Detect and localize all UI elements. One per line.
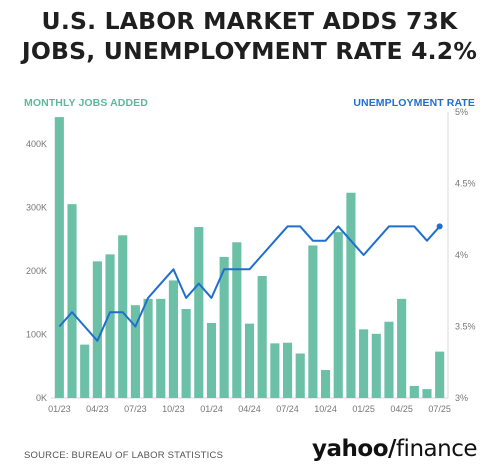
bar-09-24 xyxy=(308,245,318,398)
x-tick-label: 01/23 xyxy=(48,404,71,414)
unemployment-line xyxy=(58,225,441,342)
bar-06-25 xyxy=(422,389,432,398)
bar-10-24 xyxy=(321,370,331,398)
bar-01-25 xyxy=(359,329,369,398)
left-tick-label: 400K xyxy=(26,139,47,149)
x-tick-label: 10/23 xyxy=(162,404,185,414)
bar-01-23 xyxy=(54,117,64,398)
x-tick-label: 04/24 xyxy=(238,404,261,414)
unemployment-last-point xyxy=(436,223,443,230)
bar-04-25 xyxy=(397,298,407,398)
bar-04-24 xyxy=(244,323,255,398)
left-tick-label: 100K xyxy=(26,329,47,339)
bar-05-23 xyxy=(105,254,115,398)
right-tick-label: 5% xyxy=(455,107,468,117)
left-tick-label: 0K xyxy=(36,393,47,403)
bar-07-23 xyxy=(130,305,140,398)
brand-word: yahoo xyxy=(312,436,389,462)
bar-06-24 xyxy=(270,343,280,398)
tick-labels: 0K 100K 200K 300K 400K 3% 3.5% 4% 4.5% 5% 01/23 04/… xyxy=(26,107,476,414)
bar-11-23 xyxy=(181,309,191,398)
bar-05-25 xyxy=(409,385,419,398)
bar-09-23 xyxy=(156,298,166,398)
bar-01-24 xyxy=(206,323,217,398)
bar-12-23 xyxy=(194,227,204,398)
x-tick-label: 07/23 xyxy=(124,404,147,414)
x-tick-label: 01/25 xyxy=(352,404,375,414)
bar-02-23 xyxy=(67,204,77,398)
bar-07-24 xyxy=(282,342,293,398)
x-tick-label: 01/24 xyxy=(200,404,223,414)
bar-03-24 xyxy=(232,242,242,398)
left-tick-label: 300K xyxy=(26,202,47,212)
right-tick-label: 3% xyxy=(455,393,468,403)
title-line-2: JOBS, UNEMPLOYMENT RATE 4.2% xyxy=(21,37,478,65)
x-tick-label: 07/24 xyxy=(276,404,299,414)
bar-05-24 xyxy=(257,275,267,398)
left-tick-label: 200K xyxy=(26,266,47,276)
brand-suffix: finance xyxy=(395,436,478,462)
bar-04-23 xyxy=(92,261,102,398)
bar-series xyxy=(54,117,445,398)
x-tick-label: 07/25 xyxy=(428,404,451,414)
bar-02-24 xyxy=(219,256,229,398)
bar-07-25 xyxy=(435,351,445,398)
x-tick-label: 04/23 xyxy=(86,404,109,414)
right-tick-label: 3.5% xyxy=(455,322,476,332)
line-series xyxy=(58,223,443,342)
right-tick-label: 4.5% xyxy=(455,179,476,189)
title-line-1: U.S. LABOR MARKET ADDS 73K xyxy=(41,7,458,35)
chart-title: U.S. LABOR MARKET ADDS 73K JOBS, UNEMPLO… xyxy=(0,6,499,66)
bar-06-23 xyxy=(118,235,128,398)
right-tick-label: 4% xyxy=(455,250,468,260)
source-note: SOURCE: BUREAU OF LABOR STATISTICS xyxy=(24,450,224,461)
bar-08-24 xyxy=(295,353,305,398)
bar-03-25 xyxy=(384,321,394,398)
x-tick-label: 04/25 xyxy=(390,404,413,414)
right-axis-label: UNEMPLOYMENT RATE xyxy=(353,97,475,109)
bar-12-24 xyxy=(346,192,356,398)
bar-03-23 xyxy=(80,344,90,398)
yahoo-finance-logo: yahoo/finance xyxy=(312,436,477,462)
x-tick-label: 10/24 xyxy=(314,404,337,414)
bar-02-25 xyxy=(371,333,381,398)
left-axis-label: MONTHLY JOBS ADDED xyxy=(24,97,148,109)
bar-11-24 xyxy=(333,232,343,398)
bar-10-23 xyxy=(168,280,178,398)
bar-08-23 xyxy=(143,298,153,398)
brand-slash: / xyxy=(388,436,396,462)
